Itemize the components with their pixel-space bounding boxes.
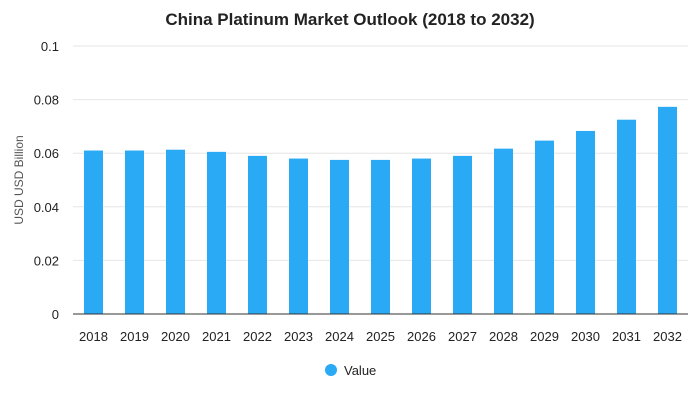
y-tick-label: 0.1 — [41, 39, 59, 54]
legend-label-value[interactable]: Value — [344, 363, 376, 378]
bar-2030[interactable] — [576, 130, 595, 314]
bar-2024[interactable] — [330, 159, 349, 314]
y-tick-label: 0 — [52, 307, 59, 322]
x-tick-label: 2020 — [161, 329, 190, 344]
bar-2025[interactable] — [371, 159, 390, 314]
bar-2031[interactable] — [617, 119, 636, 314]
x-axis-ticks: 2018 2019 2020 2021 2022 2023 2024 2025 2026 2027… — [79, 329, 682, 344]
y-tick-label: 0.02 — [34, 253, 59, 268]
bar-2021[interactable] — [207, 151, 226, 314]
x-tick-label: 2025 — [366, 329, 395, 344]
x-tick-label: 2024 — [325, 329, 354, 344]
bar-2018[interactable] — [84, 150, 103, 314]
y-axis-label: USD USD Billion — [12, 135, 26, 224]
y-tick-label: 0.08 — [34, 93, 59, 108]
bar-2020[interactable] — [166, 149, 185, 314]
y-tick-label: 0.06 — [34, 146, 59, 161]
bar-2028[interactable] — [494, 148, 513, 314]
x-tick-label: 2022 — [243, 329, 272, 344]
x-tick-label: 2032 — [653, 329, 682, 344]
y-axis-ticks: 0 0.02 0.04 0.06 0.08 0.1 — [34, 39, 59, 322]
bars — [84, 106, 677, 314]
x-tick-label: 2023 — [284, 329, 313, 344]
bar-2032[interactable] — [658, 106, 677, 314]
x-tick-label: 2029 — [530, 329, 559, 344]
bar-2026[interactable] — [412, 158, 431, 314]
bar-2023[interactable] — [289, 158, 308, 314]
x-tick-label: 2027 — [448, 329, 477, 344]
x-tick-label: 2031 — [612, 329, 641, 344]
x-tick-label: 2019 — [120, 329, 149, 344]
bar-2019[interactable] — [125, 150, 144, 314]
x-tick-label: 2026 — [407, 329, 436, 344]
x-tick-label: 2021 — [202, 329, 231, 344]
bar-2022[interactable] — [248, 155, 267, 314]
bar-2027[interactable] — [453, 155, 472, 314]
bar-2029[interactable] — [535, 140, 554, 314]
legend-swatch-value[interactable] — [325, 364, 337, 376]
x-tick-label: 2018 — [79, 329, 108, 344]
y-tick-label: 0.04 — [34, 200, 59, 215]
x-tick-label: 2028 — [489, 329, 518, 344]
legend[interactable]: Value — [325, 363, 376, 378]
chart-title: China Platinum Market Outlook (2018 to 2… — [165, 10, 534, 29]
x-tick-label: 2030 — [571, 329, 600, 344]
